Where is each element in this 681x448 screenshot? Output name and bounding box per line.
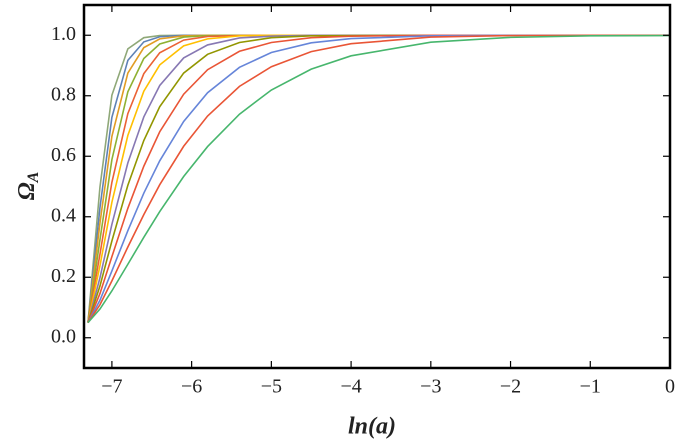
y-axis-label-sub: A [25,171,42,183]
line-series [87,34,670,323]
line-series [87,34,670,323]
line-series [87,34,670,324]
line-series [87,34,670,323]
x-tick-label: −1 [580,376,601,398]
plot-frame [82,3,672,370]
y-axis-label: ΩA [14,171,42,200]
y-tick-label: 1.0 [51,23,76,45]
x-tick-label: −7 [101,376,122,398]
x-tick-label: −2 [500,376,521,398]
line-series [87,34,671,324]
line-series [87,34,670,324]
line-series [87,34,670,323]
line-series [87,34,670,323]
x-tick-label: 0 [665,376,675,398]
y-tick-label: 0.8 [51,83,76,105]
x-tick-label: −4 [340,376,361,398]
x-tick-label: −3 [420,376,441,398]
line-series [87,34,670,323]
x-tick-label: −6 [181,376,202,398]
line-series [87,34,670,323]
x-tick-label: −5 [261,376,282,398]
y-tick-label: 0.6 [51,144,76,166]
line-series [87,34,670,323]
line-series [87,34,670,323]
y-tick-label: 0.2 [51,265,76,287]
y-tick-label: 0.4 [51,204,76,226]
y-tick-label: 0.0 [51,325,76,347]
y-axis-label-main: Ω [14,182,40,200]
x-axis-label: ln(a) [348,414,396,440]
